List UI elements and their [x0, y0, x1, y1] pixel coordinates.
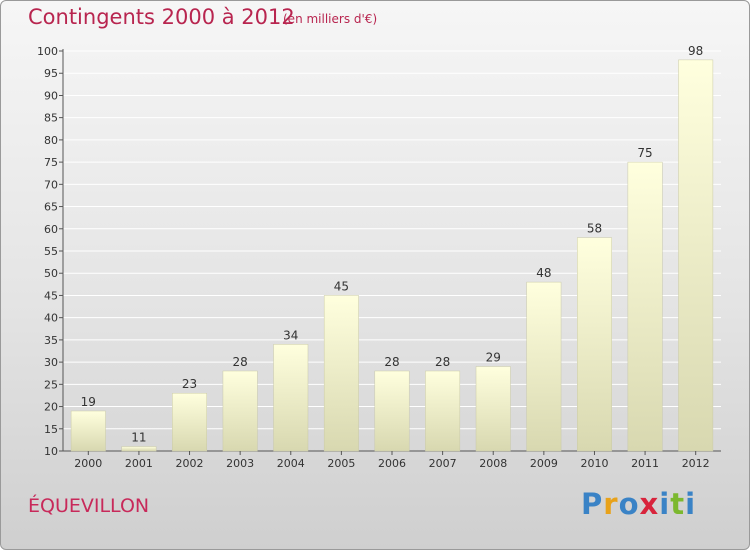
y-tick-label: 45: [44, 289, 58, 302]
bar: [273, 344, 309, 452]
x-tick-label: 2001: [125, 457, 153, 470]
x-tick-label: 2003: [226, 457, 254, 470]
bar-value-label: 48: [536, 266, 551, 280]
logo-letter: P: [581, 487, 604, 521]
chart-subtitle: (en milliers d'€): [283, 12, 378, 26]
x-tick-label: 2009: [530, 457, 558, 470]
x-tick-label: 2007: [429, 457, 457, 470]
y-tick-label: 90: [44, 89, 58, 102]
logo-letter: i: [659, 487, 671, 521]
bar-value-label: 34: [283, 328, 298, 342]
y-tick-label: 50: [44, 267, 58, 280]
bar: [222, 370, 258, 452]
bar-value-label: 98: [688, 44, 703, 58]
bar-value-label: 58: [587, 222, 602, 236]
proxiti-logo: Proxiti: [581, 487, 696, 521]
commune-name: ÉQUEVILLON: [28, 495, 150, 517]
y-tick-label: 35: [44, 334, 58, 347]
y-tick-label: 75: [44, 156, 58, 169]
y-tick-label: 10: [44, 445, 58, 458]
bar: [475, 366, 511, 452]
y-tick-label: 20: [44, 401, 58, 414]
y-tick-label: 15: [44, 423, 58, 436]
bar: [70, 410, 106, 452]
x-tick-label: 2000: [74, 457, 102, 470]
bar-value-label: 19: [81, 395, 96, 409]
bar: [121, 446, 157, 452]
x-tick-label: 2011: [631, 457, 659, 470]
x-tick-label: 2006: [378, 457, 406, 470]
y-tick-label: 100: [37, 45, 58, 58]
logo-letter: x: [639, 487, 660, 521]
y-tick-label: 25: [44, 378, 58, 391]
bar-value-label: 23: [182, 377, 197, 391]
logo-letter: t: [670, 487, 686, 521]
bar: [526, 281, 562, 452]
bar: [577, 237, 612, 452]
x-tick-label: 2010: [580, 457, 608, 470]
bar-value-label: 28: [435, 355, 450, 369]
x-tick-label: 2002: [176, 457, 204, 470]
y-tick-label: 30: [44, 356, 58, 369]
logo-letter: r: [603, 487, 619, 521]
bar-value-label: 29: [486, 351, 501, 365]
chart-title: Contingents 2000 à 2012: [28, 5, 295, 29]
bar: [323, 295, 359, 452]
y-tick-label: 85: [44, 112, 58, 125]
y-tick-label: 55: [44, 245, 58, 258]
y-tick-label: 60: [44, 223, 58, 236]
y-tick-label: 95: [44, 67, 58, 80]
x-tick-label: 2005: [327, 457, 355, 470]
bar-value-label: 28: [384, 355, 399, 369]
x-tick-label: 2004: [277, 457, 305, 470]
y-tick-label: 80: [44, 134, 58, 147]
bar: [172, 392, 207, 452]
bar: [374, 370, 410, 452]
logo-letter: i: [685, 487, 697, 521]
bar-value-label: 11: [131, 431, 146, 445]
bar-value-label: 75: [637, 146, 652, 160]
logo-letter: o: [618, 487, 640, 521]
bar: [425, 370, 461, 452]
bar-value-label: 28: [233, 355, 248, 369]
bar: [627, 161, 663, 452]
y-tick-label: 65: [44, 201, 58, 214]
x-tick-label: 2008: [479, 457, 507, 470]
bar: [678, 59, 714, 452]
y-tick-label: 40: [44, 312, 58, 325]
y-tick-label: 70: [44, 178, 58, 191]
x-tick-label: 2012: [682, 457, 710, 470]
bar-value-label: 45: [334, 279, 349, 293]
